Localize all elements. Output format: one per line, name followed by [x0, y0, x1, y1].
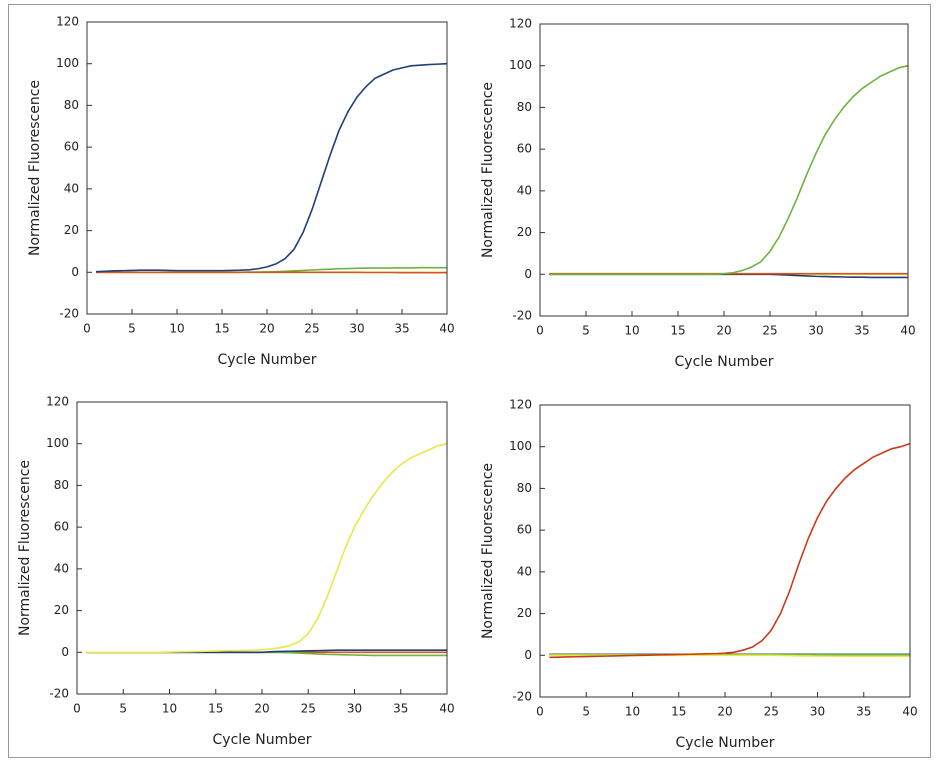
x-tick-label: 25	[301, 702, 316, 716]
subplot: -20 0 20 40 60 80 100 120 0 5 10 15 20 25 30 35 40 Cycle …	[17, 395, 455, 749]
series-line	[549, 442, 911, 659]
x-tick-label: 15	[214, 322, 229, 336]
plot-frame	[539, 404, 911, 698]
y-tick-label: 20	[517, 606, 532, 620]
x-tick-label: 10	[162, 702, 177, 716]
y-axis-title: Normalized Fluorescence	[480, 82, 496, 258]
x-tick-label: 35	[394, 322, 409, 336]
x-tick-label: 0	[536, 324, 544, 338]
y-tick-label: -20	[512, 309, 532, 323]
y-tick-label: -20	[59, 307, 79, 321]
x-axis-title: Cycle Number	[213, 732, 312, 748]
x-tick-label: 20	[716, 324, 731, 338]
y-tick-label: 100	[46, 436, 69, 450]
y-tick-label: 0	[524, 267, 532, 281]
x-tick-label: 25	[764, 705, 779, 719]
plot-frame	[539, 23, 909, 317]
y-tick-label: 40	[64, 181, 79, 195]
plot-frame	[76, 401, 448, 695]
x-axis-title: Cycle Number	[676, 735, 775, 751]
x-tick-label: 30	[347, 702, 362, 716]
x-tick-label: 10	[169, 322, 184, 336]
y-tick-label: 120	[509, 17, 532, 31]
subplot: -20 0 20 40 60 80 100 120 0 5 10 15 20 25 30 35 40 Cycle …	[480, 17, 916, 371]
series-line	[549, 64, 909, 276]
y-tick-label: 60	[64, 140, 79, 154]
x-tick-label: 5	[128, 322, 136, 336]
x-tick-label: 40	[902, 705, 917, 719]
y-tick-label: -20	[512, 690, 532, 704]
y-tick-label: 80	[517, 100, 532, 114]
subplot: -20 0 20 40 60 80 100 120 0 5 10 15 20 25 30 35 40 Cycle …	[27, 15, 455, 369]
y-tick-label: 20	[54, 603, 69, 617]
x-tick-label: 25	[762, 324, 777, 338]
subplot: -20 0 20 40 60 80 100 120 0 5 10 15 20 25 30 35 40 Cycle …	[480, 398, 918, 752]
y-tick-label: 120	[56, 15, 79, 29]
y-axis-title: Normalized Fluorescence	[480, 463, 496, 639]
series-line	[95, 62, 448, 273]
x-tick-label: 35	[854, 324, 869, 338]
x-tick-label: 20	[259, 322, 274, 336]
x-tick-label: 25	[304, 322, 319, 336]
y-tick-label: 80	[54, 478, 69, 492]
x-tick-label: 35	[856, 705, 871, 719]
y-tick-label: 0	[61, 645, 69, 659]
plot-frame	[86, 21, 448, 315]
y-tick-label: 40	[517, 564, 532, 578]
x-axis-title: Cycle Number	[218, 352, 317, 368]
y-tick-label: 60	[54, 520, 69, 534]
y-tick-label: 60	[517, 142, 532, 156]
y-tick-label: 0	[524, 648, 532, 662]
x-tick-label: 5	[582, 324, 590, 338]
x-tick-label: 40	[439, 702, 454, 716]
x-tick-label: 30	[810, 705, 825, 719]
y-tick-label: 80	[517, 481, 532, 495]
x-tick-label: 40	[900, 324, 915, 338]
x-tick-label: 20	[717, 705, 732, 719]
y-axis-title: Normalized Fluorescence	[27, 80, 43, 256]
x-tick-label: 10	[624, 324, 639, 338]
x-axis-title: Cycle Number	[675, 354, 774, 370]
x-tick-label: 20	[254, 702, 269, 716]
x-tick-label: 30	[808, 324, 823, 338]
y-axis-title: Normalized Fluorescence	[17, 460, 33, 636]
y-tick-label: 120	[46, 395, 69, 409]
y-tick-label: 120	[509, 398, 532, 412]
x-tick-label: 0	[83, 322, 91, 336]
x-tick-label: 5	[582, 705, 590, 719]
y-tick-label: 100	[56, 56, 79, 70]
x-tick-label: 30	[349, 322, 364, 336]
y-tick-label: 20	[517, 225, 532, 239]
series-line	[86, 442, 448, 654]
x-tick-label: 15	[671, 705, 686, 719]
x-tick-label: 15	[208, 702, 223, 716]
y-tick-label: -20	[49, 687, 69, 701]
x-tick-label: 5	[119, 702, 127, 716]
x-tick-label: 0	[73, 702, 81, 716]
y-tick-label: 100	[509, 439, 532, 453]
y-tick-label: 0	[71, 265, 79, 279]
x-tick-label: 40	[439, 322, 454, 336]
y-tick-label: 20	[64, 223, 79, 237]
x-tick-label: 0	[536, 705, 544, 719]
y-tick-label: 60	[517, 523, 532, 537]
figure-border	[8, 4, 931, 758]
y-tick-label: 40	[517, 183, 532, 197]
y-tick-label: 80	[64, 98, 79, 112]
x-tick-label: 10	[625, 705, 640, 719]
x-tick-label: 35	[393, 702, 408, 716]
y-tick-label: 40	[54, 561, 69, 575]
x-tick-label: 15	[670, 324, 685, 338]
y-tick-label: 100	[509, 58, 532, 72]
